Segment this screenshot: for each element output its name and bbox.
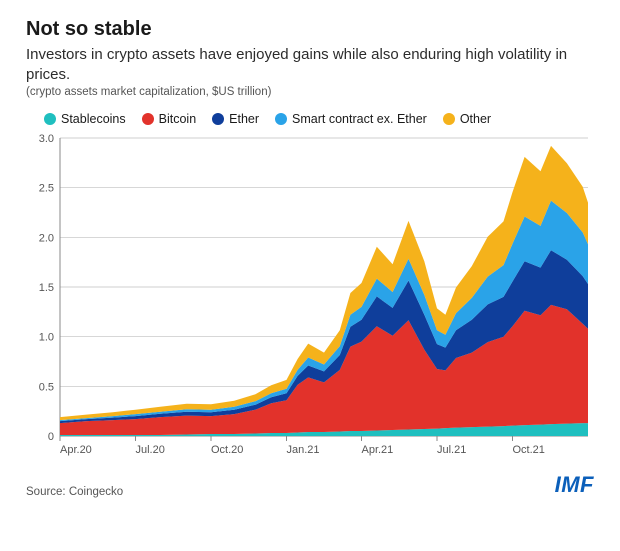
legend-item-smart: Smart contract ex. Ether (275, 112, 427, 126)
imf-logo: IMF (555, 472, 594, 498)
legend-item-bitcoin: Bitcoin (142, 112, 197, 126)
svg-text:1.5: 1.5 (39, 282, 54, 294)
legend-label: Stablecoins (61, 112, 126, 126)
footer: Source: Coingecko IMF (26, 472, 594, 498)
svg-text:Jul.21: Jul.21 (437, 444, 466, 456)
legend-label: Bitcoin (159, 112, 197, 126)
legend-swatch-bitcoin (142, 113, 154, 125)
source-text: Source: Coingecko (26, 486, 123, 498)
chart-card: Not so stable Investors in crypto assets… (0, 0, 620, 551)
svg-text:Oct.20: Oct.20 (211, 444, 243, 456)
chart-note: (crypto assets market capitalization, $U… (26, 86, 594, 98)
svg-text:1.0: 1.0 (39, 332, 54, 344)
stacked-area-chart: 0 0.5 1.0 1.5 2.0 2.5 3.0 Apr.20 Jul.20 Oct.20 Jan… (26, 132, 594, 462)
legend-item-other: Other (443, 112, 491, 126)
chart-area: 0 0.5 1.0 1.5 2.0 2.5 3.0 Apr.20 Jul.20 Oct.20 Jan… (26, 132, 594, 462)
legend-swatch-other (443, 113, 455, 125)
svg-text:2.0: 2.0 (39, 232, 54, 244)
legend-item-ether: Ether (212, 112, 259, 126)
svg-text:Jan.21: Jan.21 (287, 444, 320, 456)
legend-label: Smart contract ex. Ether (292, 112, 427, 126)
legend: Stablecoins Bitcoin Ether Smart contract ex… (44, 112, 594, 126)
svg-text:Apr.20: Apr.20 (60, 444, 92, 456)
svg-text:2.5: 2.5 (39, 183, 54, 195)
legend-swatch-smart (275, 113, 287, 125)
legend-label: Ether (229, 112, 259, 126)
svg-text:Apr.21: Apr.21 (361, 444, 393, 456)
legend-swatch-stablecoins (44, 113, 56, 125)
svg-text:3.0: 3.0 (39, 133, 54, 145)
legend-label: Other (460, 112, 491, 126)
chart-subtitle: Investors in crypto assets have enjoyed … (26, 45, 594, 84)
svg-text:0: 0 (48, 431, 54, 443)
chart-title: Not so stable (26, 18, 594, 41)
svg-text:Jul.20: Jul.20 (136, 444, 165, 456)
svg-text:Oct.21: Oct.21 (512, 444, 544, 456)
legend-swatch-ether (212, 113, 224, 125)
legend-item-stablecoins: Stablecoins (44, 112, 126, 126)
svg-text:0.5: 0.5 (39, 381, 54, 393)
